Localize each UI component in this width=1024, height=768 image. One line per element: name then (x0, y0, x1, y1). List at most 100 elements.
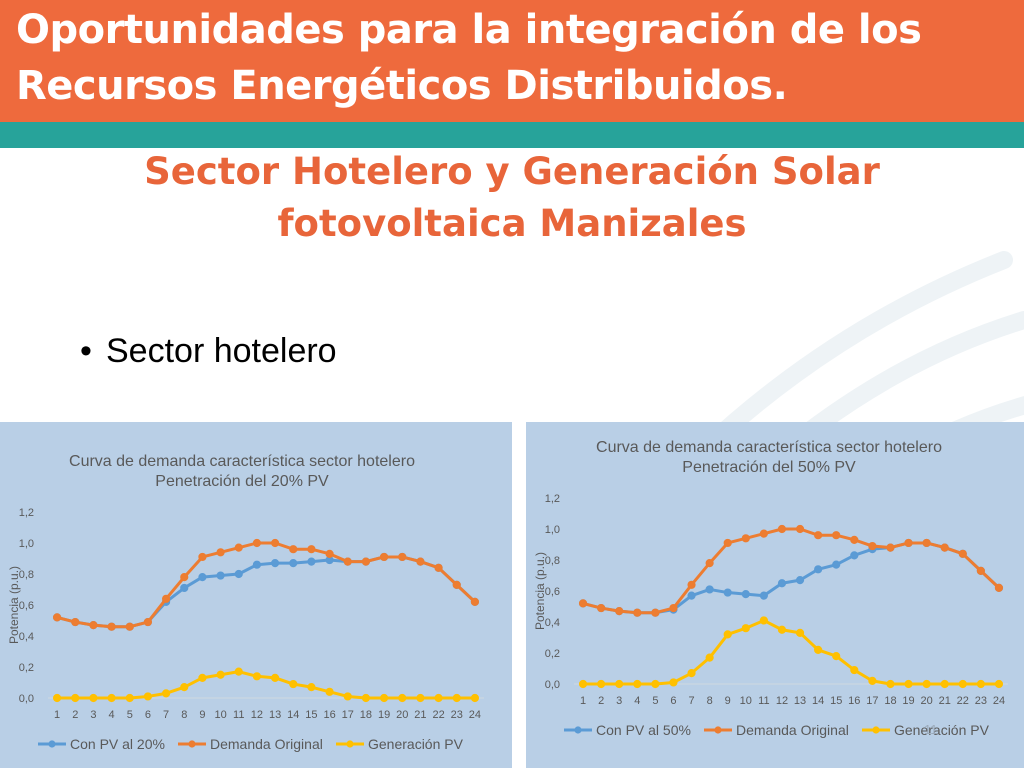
data-point (416, 693, 425, 703)
data-point (252, 538, 262, 548)
y-tick-label: 0,4 (545, 617, 560, 629)
data-point (343, 557, 352, 566)
data-point (741, 590, 750, 599)
x-tick-label: 2 (72, 709, 78, 721)
series-line-2 (56, 541, 476, 629)
data-point (705, 585, 714, 594)
data-point (669, 603, 678, 613)
data-point (741, 624, 750, 633)
x-tick-label: 16 (848, 695, 860, 707)
data-point (234, 667, 243, 676)
x-tick-label: 6 (670, 695, 676, 707)
data-point (832, 560, 841, 569)
data-point (434, 563, 443, 572)
data-point (216, 571, 225, 580)
data-point (922, 679, 931, 689)
data-point (434, 693, 443, 703)
x-tick-label: 20 (396, 709, 408, 721)
y-tick-label: 0,6 (19, 600, 34, 612)
legend-entry: Generación PV (894, 722, 990, 738)
data-point (270, 538, 280, 548)
y-tick-label: 0,0 (545, 679, 560, 691)
data-point (89, 621, 98, 630)
data-point (143, 617, 153, 627)
x-tick-label: 8 (181, 709, 187, 721)
y-axis-label: Potencia (p.u.) (7, 566, 21, 644)
x-tick-label: 11 (233, 709, 244, 721)
data-point (723, 630, 732, 639)
data-point (723, 538, 732, 548)
x-tick-label: 17 (866, 695, 878, 707)
x-tick-label: 23 (975, 695, 987, 707)
x-tick-label: 4 (634, 695, 640, 707)
x-tick-label: 1 (580, 695, 586, 707)
data-point (289, 679, 298, 689)
x-tick-label: 7 (163, 709, 169, 721)
x-tick-label: 12 (251, 709, 263, 721)
data-point (252, 560, 262, 569)
data-point (940, 543, 949, 552)
data-point (886, 543, 895, 552)
y-tick-label: 0,6 (545, 586, 560, 598)
data-point (868, 676, 877, 685)
data-point (379, 552, 389, 562)
data-point (307, 683, 316, 692)
legend-entry: Con PV al 20% (70, 736, 165, 752)
x-tick-label: 10 (214, 709, 226, 721)
legend-swatch-marker (872, 726, 880, 734)
data-point (940, 679, 949, 689)
x-tick-label: 13 (794, 695, 806, 707)
x-tick-label: 4 (109, 709, 115, 721)
data-point (216, 548, 225, 557)
data-point (307, 557, 316, 566)
data-point (904, 679, 913, 689)
data-point (850, 535, 859, 544)
data-point (687, 591, 696, 600)
data-point (615, 607, 624, 616)
legend-entry: Con PV al 50% (596, 722, 691, 738)
data-point (198, 673, 207, 682)
series-line-3 (583, 618, 999, 686)
data-point (270, 673, 280, 682)
y-tick-label: 1,2 (545, 493, 560, 505)
data-point (777, 524, 787, 534)
x-tick-label: 9 (725, 695, 731, 707)
x-tick-label: 5 (652, 695, 658, 707)
x-tick-label: 6 (145, 709, 151, 721)
data-point (922, 538, 931, 548)
data-point (180, 683, 189, 692)
y-tick-label: 1,0 (19, 538, 34, 550)
slide-subtitle: Sector Hotelero y Generación Solar fotov… (144, 150, 880, 245)
legend-swatch-marker (346, 740, 354, 748)
title-banner: Oportunidades para la integración de los… (0, 0, 1024, 122)
data-point (994, 679, 1004, 689)
data-point (452, 580, 461, 589)
data-point (107, 622, 116, 631)
data-point (958, 549, 967, 558)
data-point (143, 692, 153, 701)
x-tick-label: 24 (469, 709, 481, 721)
data-point (759, 591, 768, 600)
chart-title: Curva de demanda característica sector h… (596, 439, 942, 456)
data-point (234, 543, 243, 552)
x-tick-label: 5 (127, 709, 133, 721)
data-point (705, 653, 714, 662)
x-tick-label: 14 (812, 695, 824, 707)
chart-subtitle: Penetración del 20% PV (155, 473, 329, 490)
data-point (777, 579, 787, 588)
x-tick-label: 22 (432, 709, 444, 721)
data-point (687, 580, 696, 589)
data-point (886, 679, 895, 689)
data-point (161, 689, 171, 698)
data-point (633, 608, 642, 617)
y-tick-label: 0,0 (19, 693, 34, 705)
data-point (651, 679, 660, 689)
data-point (270, 559, 280, 568)
data-point (234, 569, 243, 579)
data-point (741, 534, 750, 543)
data-point (832, 652, 841, 661)
y-tick-label: 0,8 (545, 555, 560, 567)
data-point (89, 693, 98, 703)
data-point (343, 692, 352, 701)
data-point (398, 552, 407, 562)
